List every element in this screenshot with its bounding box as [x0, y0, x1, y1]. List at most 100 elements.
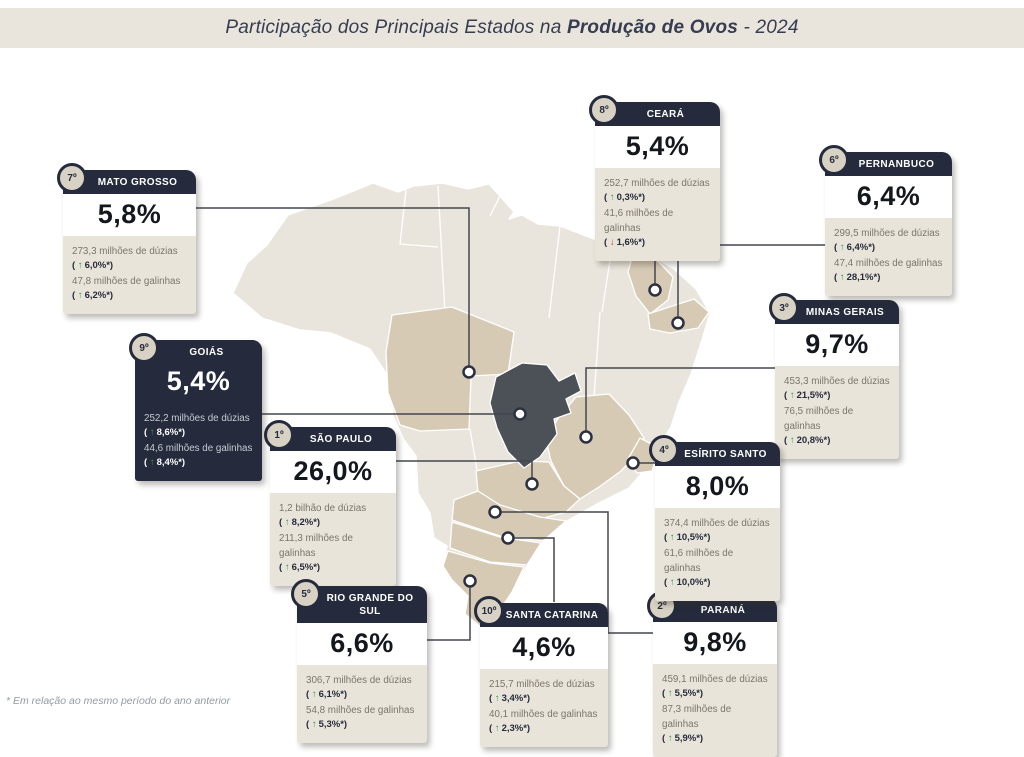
dozens-change: ↑8,2%* — [279, 516, 387, 531]
state-card-goias: 9º GOIÁS 5,4% 252,2 milhões de dúzias ↑8… — [129, 333, 262, 481]
dozens-change: ↑0,3%* — [604, 191, 711, 206]
rank-label: 7º — [67, 172, 77, 184]
dozens-change: ↑10,5%* — [664, 531, 771, 546]
share-value: 5,4% — [135, 364, 262, 403]
state-card-santa-catarina: 10º SANTA CATARINA 4,6% 215,7 milhões de… — [474, 596, 608, 747]
share-value: 8,0% — [655, 466, 780, 508]
hens-change: ↑20,8%* — [784, 434, 890, 449]
connector-rio-grande-do-sul — [426, 581, 471, 641]
hens-line: 40,1 milhões de galinhas — [489, 708, 598, 720]
up-arrow-icon: ↑ — [149, 427, 155, 439]
rank-badge: 1º — [264, 420, 294, 450]
dozens-line: 299,5 milhões de dúzias — [834, 228, 940, 239]
rank-badge: 8º — [589, 95, 619, 125]
state-card-minas-gerais: 3º MINAS GERAIS 9,7% 453,3 milhões de dú… — [769, 293, 899, 459]
up-arrow-icon: ↑ — [494, 693, 500, 705]
dozens-change-value: 6,4%* — [846, 242, 872, 254]
up-arrow-icon: ↑ — [839, 272, 845, 284]
map-marker-mato-grosso — [462, 365, 476, 379]
state-name: PERNANBUCO — [858, 159, 935, 170]
page-title: Participação dos Principais Estados na P… — [225, 17, 798, 39]
dozens-line: 453,3 milhões de dúzias — [784, 376, 890, 387]
rank-label: 4º — [659, 444, 669, 456]
card-body: 306,7 milhões de dúzias ↑6,1%* 54,8 milh… — [297, 665, 427, 743]
rank-badge: 3º — [769, 293, 799, 323]
state-name: PARANÁ — [700, 605, 746, 616]
hens-line: 211,3 milhões de galinhas — [279, 532, 353, 560]
state-card-rio-grande-do-sul: 5º RIO GRANDE DO SUL 6,6% 306,7 milhões … — [291, 579, 427, 743]
dozens-change-value: 6,1%* — [318, 689, 344, 701]
connector-minas-gerais — [585, 367, 776, 437]
card-body: 374,4 milhões de dúzias ↑10,5%* 61,6 mil… — [655, 508, 780, 601]
up-arrow-icon: ↑ — [669, 532, 675, 544]
share-value: 9,8% — [653, 622, 777, 664]
dozens-change: ↑6,1%* — [306, 688, 418, 703]
connector-parana — [495, 511, 654, 634]
dozens-change-value: 10,5%* — [676, 532, 708, 544]
card-body: 299,5 milhões de dúzias ↑6,4%* 47,4 milh… — [825, 218, 952, 296]
hens-change-value: 10,0%* — [676, 577, 708, 589]
state-card-ceara: 8º CEARÁ 5,4% 252,7 milhões de dúzias ↑0… — [589, 95, 720, 261]
up-arrow-icon: ↑ — [311, 689, 317, 701]
share-value: 5,8% — [63, 194, 196, 236]
share-value: 9,7% — [775, 324, 899, 366]
dozens-line: 273,3 milhões de dúzias — [72, 246, 178, 257]
hens-change-value: 20,8%* — [796, 435, 828, 447]
dozens-change: ↑6,4%* — [834, 241, 943, 256]
hens-change-value: 28,1%* — [846, 272, 878, 284]
dozens-change: ↑8,6%* — [144, 426, 253, 441]
map-marker-goias — [513, 407, 527, 421]
card-header: RIO GRANDE DO SUL — [297, 586, 427, 623]
hens-change: ↑6,2%* — [72, 289, 187, 304]
hens-change-value: 6,5%* — [291, 562, 317, 574]
title-suffix: - 2024 — [738, 17, 799, 38]
hens-line: 41,6 milhões de galinhas — [604, 207, 674, 235]
connector-mato-grosso — [196, 207, 470, 372]
rank-label: 9º — [139, 342, 149, 354]
map-marker-sao-paulo — [525, 477, 539, 491]
map-state-goias — [489, 362, 582, 469]
up-arrow-icon: ↑ — [609, 192, 615, 204]
dozens-line: 252,7 milhões de dúzias — [604, 178, 710, 189]
rank-label: 10º — [481, 605, 497, 617]
dozens-change: ↑5,5%* — [662, 687, 768, 702]
state-card-espirito-santo: 4º ESÍRITO SANTO 8,0% 374,4 milhões de d… — [649, 435, 780, 601]
hens-change: ↑10,0%* — [664, 576, 771, 591]
dozens-change: ↑3,4%* — [489, 692, 599, 707]
share-value: 4,6% — [480, 627, 608, 669]
share-value: 5,4% — [595, 126, 720, 168]
dozens-change-value: 8,6%* — [156, 427, 182, 439]
map-marker-espirito-santo — [626, 456, 640, 470]
dozens-line: 252,2 milhões de dúzias — [144, 413, 250, 424]
map-markers — [462, 283, 685, 588]
dozens-change-value: 0,3%* — [616, 192, 642, 204]
hens-line: 87,3 milhões de galinhas — [662, 703, 732, 731]
card-body: 252,7 milhões de dúzias ↑0,3%* 41,6 milh… — [595, 168, 720, 261]
share-value: 6,6% — [297, 623, 427, 665]
hens-change: ↓1,6%* — [604, 236, 711, 251]
map-marker-santa-catarina — [501, 531, 515, 545]
map-marker-ceara — [648, 283, 662, 297]
up-arrow-icon: ↑ — [311, 719, 317, 731]
rank-badge: 4º — [649, 435, 679, 465]
card-body: 252,2 milhões de dúzias ↑8,6%* 44,6 milh… — [135, 403, 262, 481]
state-card-pernambuco: 6º PERNANBUCO 6,4% 299,5 milhões de dúzi… — [819, 145, 952, 296]
hens-line: 61,6 milhões de galinhas — [664, 547, 734, 575]
card-body: 273,3 milhões de dúzias ↑6,0%* 47,8 milh… — [63, 236, 196, 314]
brazil-outline — [232, 182, 711, 629]
rank-badge: 5º — [291, 579, 321, 609]
connector-lines — [196, 207, 826, 641]
rank-badge: 9º — [129, 333, 159, 363]
rank-label: 1º — [274, 429, 284, 441]
state-name: SANTA CATARINA — [505, 610, 599, 621]
brazil-map — [196, 182, 826, 641]
up-arrow-icon: ↑ — [789, 435, 795, 447]
map-marker-pernambuco — [671, 316, 685, 330]
hens-line: 47,8 milhões de galinhas — [72, 275, 181, 287]
dozens-change-value: 8,2%* — [291, 517, 317, 529]
footnote: * Em relação ao mesmo período do ano ant… — [6, 695, 231, 707]
title-highlight: Produção de Ovos — [566, 17, 739, 38]
hens-change-value: 5,3%* — [318, 719, 344, 731]
dozens-change-value: 21,5%* — [796, 390, 828, 402]
dozens-change-value: 3,4%* — [501, 693, 527, 705]
